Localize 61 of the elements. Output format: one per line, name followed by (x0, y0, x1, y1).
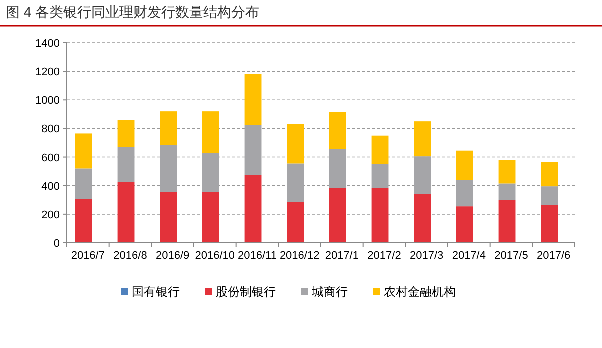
y-tick-label: 200 (42, 209, 60, 222)
bar (75, 168, 92, 200)
x-tick-label: 2016/8 (114, 250, 148, 262)
bar (414, 122, 432, 157)
x-tick-label: 2016/7 (71, 250, 105, 262)
bar (498, 184, 516, 200)
y-tick-label: 1000 (36, 95, 60, 108)
bar (202, 112, 220, 153)
x-tick-label: 2016/9 (156, 250, 190, 262)
bar (498, 200, 516, 243)
y-tick-label: 0 (54, 238, 60, 250)
bar (287, 164, 304, 202)
x-tick-label: 2017/6 (537, 250, 571, 262)
bar (118, 147, 135, 182)
bar (372, 164, 389, 188)
bar (118, 120, 135, 148)
y-tick-label: 1400 (36, 38, 60, 50)
bar (456, 206, 474, 243)
bar (160, 112, 178, 146)
y-tick-label: 600 (42, 152, 60, 164)
legend-label: 城商行 (311, 285, 348, 299)
x-tick-label: 2016/11 (238, 250, 277, 262)
bar (287, 124, 304, 164)
x-tick-label: 2016/10 (195, 250, 236, 262)
bar (372, 188, 389, 243)
y-tick-label: 400 (42, 180, 60, 193)
bar (244, 125, 262, 176)
bar (202, 192, 220, 243)
title: 图 4 各类银行同业理财发行数量结构分布 (6, 4, 260, 20)
bar (329, 188, 346, 243)
bar (456, 180, 474, 207)
bar (541, 205, 558, 243)
bar (287, 202, 304, 243)
x-tick-label: 2017/4 (452, 250, 486, 262)
y-tick-label: 800 (42, 124, 60, 136)
legend-label: 农村金融机构 (384, 285, 456, 299)
legend-label: 国有银行 (132, 285, 180, 299)
bar (202, 153, 220, 192)
bar (75, 199, 92, 243)
legend-label: 股份制银行 (216, 285, 276, 299)
bar (414, 156, 432, 194)
bar (160, 192, 178, 243)
x-tick-label: 2017/1 (325, 250, 359, 262)
bar (118, 182, 135, 243)
bar (541, 162, 558, 187)
x-tick-label: 2017/5 (494, 250, 528, 262)
bar (75, 134, 92, 169)
bar (372, 136, 389, 164)
bar (541, 186, 558, 206)
bar (329, 149, 346, 188)
x-tick-label: 2016/12 (280, 250, 320, 262)
y-tick-label: 1200 (36, 66, 60, 79)
bar (160, 145, 178, 192)
bar (329, 112, 346, 150)
bar (498, 160, 516, 184)
bar (244, 74, 262, 126)
bar (414, 194, 432, 243)
bar (244, 175, 262, 243)
x-tick-label: 2017/2 (368, 250, 402, 262)
x-tick-label: 2017/3 (410, 250, 444, 262)
bar (456, 150, 474, 180)
